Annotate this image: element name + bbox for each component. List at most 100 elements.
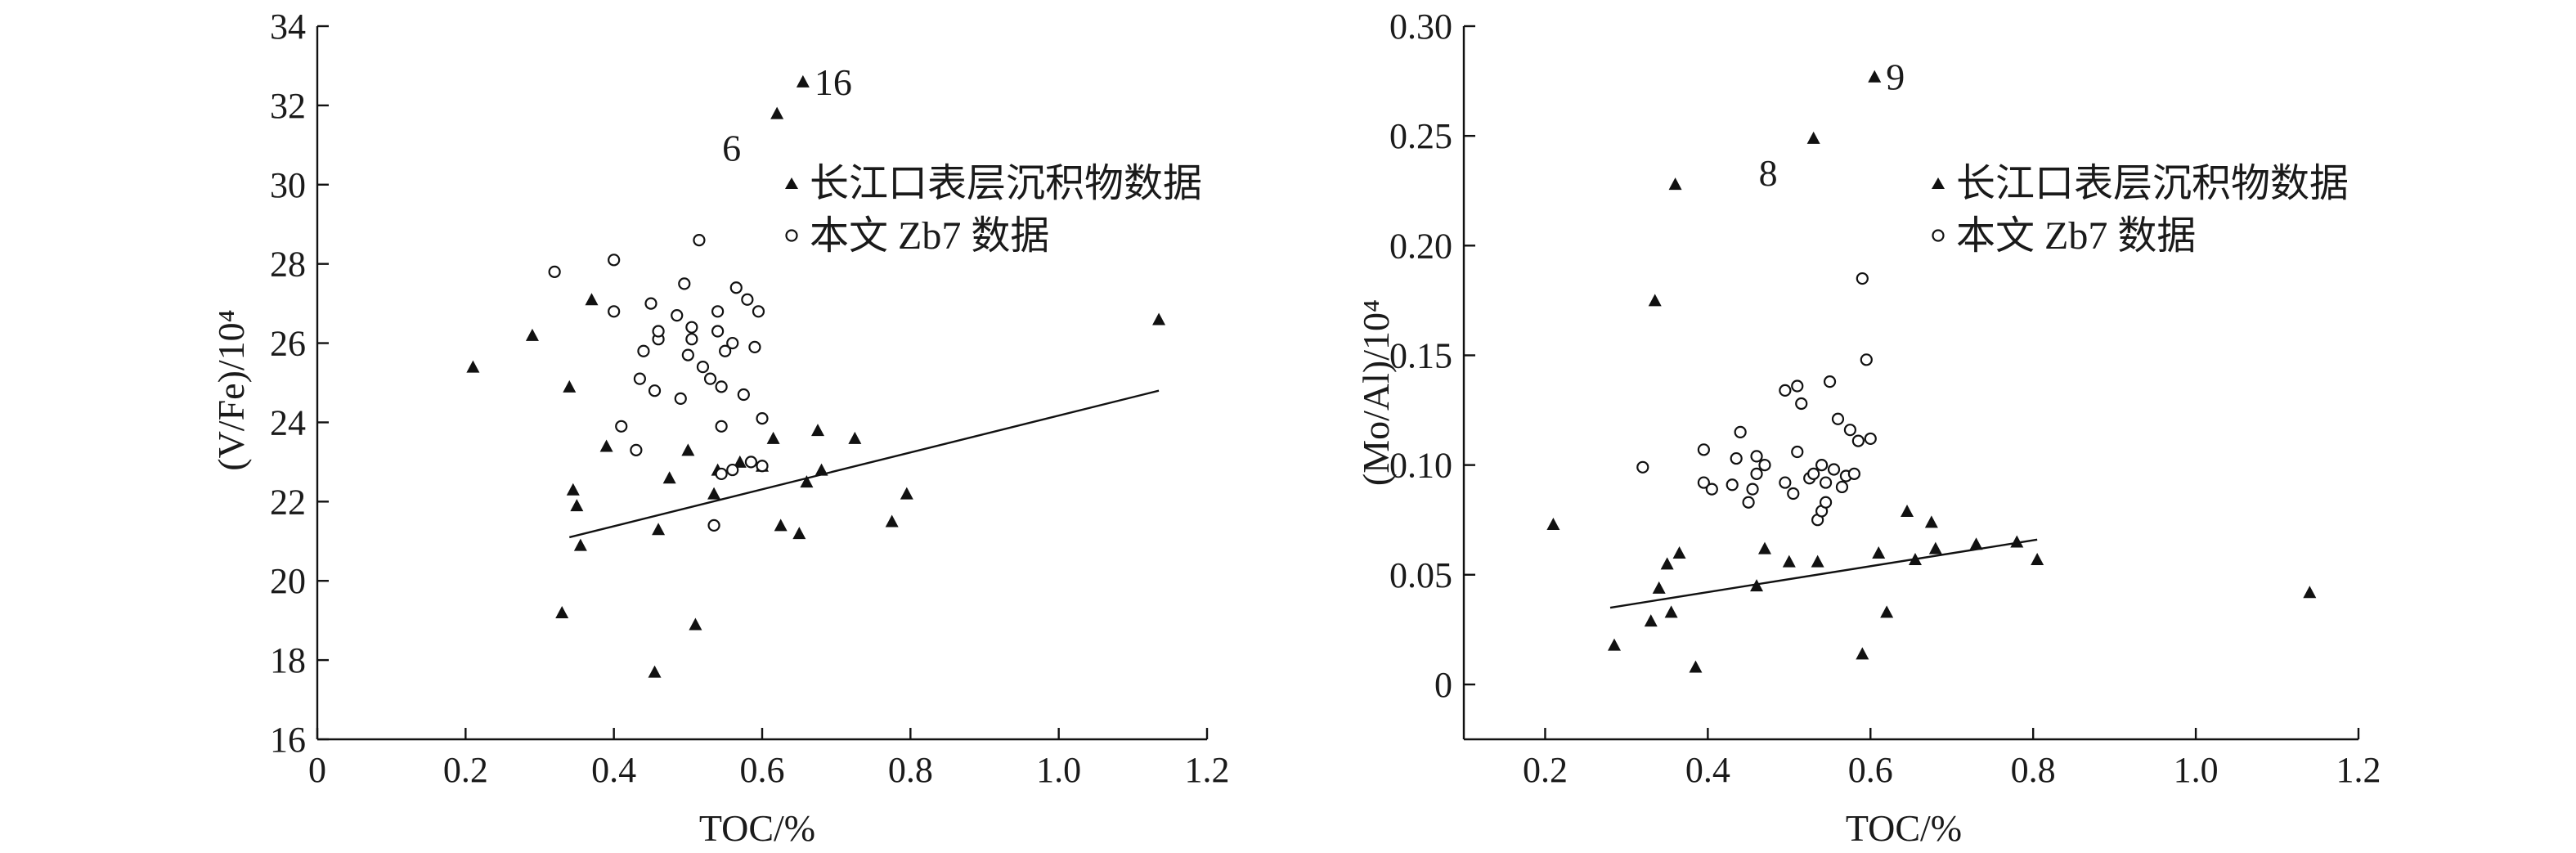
point-annotation: 9 (1886, 56, 1905, 98)
x-tick-label: 1.2 (2336, 750, 2381, 790)
data-point-triangle (1928, 541, 1942, 554)
data-point-circle (633, 372, 647, 385)
data-point-triangle (689, 617, 702, 631)
y-tick-label: 34 (270, 7, 306, 47)
legend-label-circle-left: 本文 Zb7 数据 (810, 214, 1049, 258)
data-point-circle (1815, 459, 1829, 472)
legend-item-circle-left: 本文 Zb7 数据 (785, 214, 1049, 258)
data-point-circle (748, 340, 761, 353)
data-point-triangle (1644, 614, 1658, 627)
legend-label-circle-right: 本文 Zb7 数据 (1956, 214, 2196, 258)
data-point-triangle (1750, 579, 1764, 592)
data-point-circle (1734, 425, 1747, 438)
data-point-circle (726, 463, 739, 477)
data-point-circle (1742, 496, 1755, 509)
data-point-circle (637, 344, 650, 357)
trendline (1609, 538, 2038, 609)
data-point-circle (1831, 412, 1845, 425)
data-point-triangle (573, 538, 587, 551)
data-point-circle (681, 348, 694, 361)
data-point-circle (1787, 487, 1800, 501)
legend-item-triangle-left: 长江口表层沉积物数据 (785, 162, 1202, 205)
y-tick-label: 26 (270, 324, 306, 364)
x-tick-label: 0.2 (1523, 750, 1568, 790)
data-point-triangle (585, 293, 599, 306)
data-point-circle (648, 384, 662, 397)
legend-item-triangle-right: 长江口表层沉积物数据 (1932, 162, 2349, 205)
data-point-triangle (1152, 312, 1166, 325)
x-tick-label: 1.0 (2174, 750, 2219, 790)
data-point-triangle (1607, 638, 1621, 651)
data-point-triangle (1668, 177, 1682, 191)
data-point-triangle (555, 605, 569, 618)
data-point-triangle (566, 483, 580, 496)
data-point-circle (1807, 467, 1820, 480)
data-point-triangle (648, 665, 662, 678)
data-point-circle (615, 420, 628, 433)
data-point-circle (752, 305, 765, 318)
legend-label-triangle-left: 长江口表层沉积物数据 (810, 162, 1202, 205)
data-point-triangle (1757, 541, 1771, 554)
data-point-circle (1779, 384, 1792, 397)
data-point-circle (1856, 272, 1869, 285)
data-point-circle (644, 297, 657, 310)
data-point-circle (1636, 460, 1649, 474)
data-point-circle (1750, 467, 1763, 480)
data-point-triangle (707, 487, 721, 500)
data-point-triangle (792, 527, 806, 540)
data-point-circle (685, 333, 698, 346)
x-tick-label: 0.8 (2011, 750, 2056, 790)
data-point-triangle (811, 424, 824, 437)
data-point-triangle (1652, 581, 1666, 594)
data-point-circle (678, 277, 691, 290)
data-point-triangle (1806, 131, 1820, 144)
data-point-triangle (2010, 535, 2024, 548)
data-point-triangle (815, 463, 828, 476)
y-tick-label: 32 (270, 86, 306, 126)
data-point-triangle (2031, 552, 2044, 565)
chart-left-ylabel: (V/Fe)/10⁴ (210, 309, 252, 470)
data-point-triangle (1880, 605, 1894, 618)
chart-right: 0 0.05 0.10 0.15 0.20 0.25 0.30 0.2 0.4 0.6 0.8 1.0… (1355, 7, 2381, 849)
data-point-circle (696, 361, 710, 374)
legend-marker-circle-left (785, 229, 798, 242)
x-tick-label: 0.2 (443, 750, 488, 790)
data-point-triangle (800, 475, 814, 488)
data-point-circle (652, 325, 665, 338)
data-point-circle (729, 281, 743, 294)
data-point-circle (1847, 467, 1860, 480)
y-tick-label: 0.05 (1389, 555, 1452, 595)
data-point-triangle (1782, 554, 1796, 568)
data-point-circle (715, 380, 728, 393)
y-tick-label: 30 (270, 165, 306, 205)
data-point-circle (608, 305, 621, 318)
data-point-triangle (1868, 70, 1882, 83)
data-point-circle (1795, 397, 1808, 411)
data-point-triangle (662, 471, 676, 484)
data-point-triangle (774, 519, 788, 532)
data-point-triangle (563, 379, 577, 393)
data-point-triangle (900, 487, 913, 500)
y-tick-label: 0.15 (1389, 335, 1452, 375)
data-point-circle (693, 234, 706, 247)
y-tick-label: 0 (1434, 665, 1452, 705)
data-point-circle (707, 519, 720, 532)
data-point-circle (674, 392, 687, 405)
data-point-circle (1730, 451, 1743, 465)
data-point-circle (1827, 463, 1841, 476)
data-point-circle (1697, 443, 1710, 456)
x-tick-label: 0.4 (591, 750, 636, 790)
data-point-circle (1843, 424, 1857, 437)
x-tick-label: 0.6 (1848, 750, 1893, 790)
data-point-circle (1746, 483, 1759, 496)
data-point-triangle (1856, 647, 1869, 660)
legend-item-circle-right: 本文 Zb7 数据 (1932, 214, 2196, 258)
data-point-triangle (770, 106, 784, 119)
chart-right-axes: 0 0.05 0.10 0.15 0.20 0.25 0.30 0.2 0.4 0.6 0.8 1.0… (1389, 7, 2381, 790)
data-point-circle (630, 443, 643, 456)
y-tick-label: 0.25 (1389, 116, 1452, 156)
data-point-circle (703, 372, 717, 385)
chart-right-marks (1546, 70, 2317, 673)
data-point-circle (737, 388, 750, 402)
